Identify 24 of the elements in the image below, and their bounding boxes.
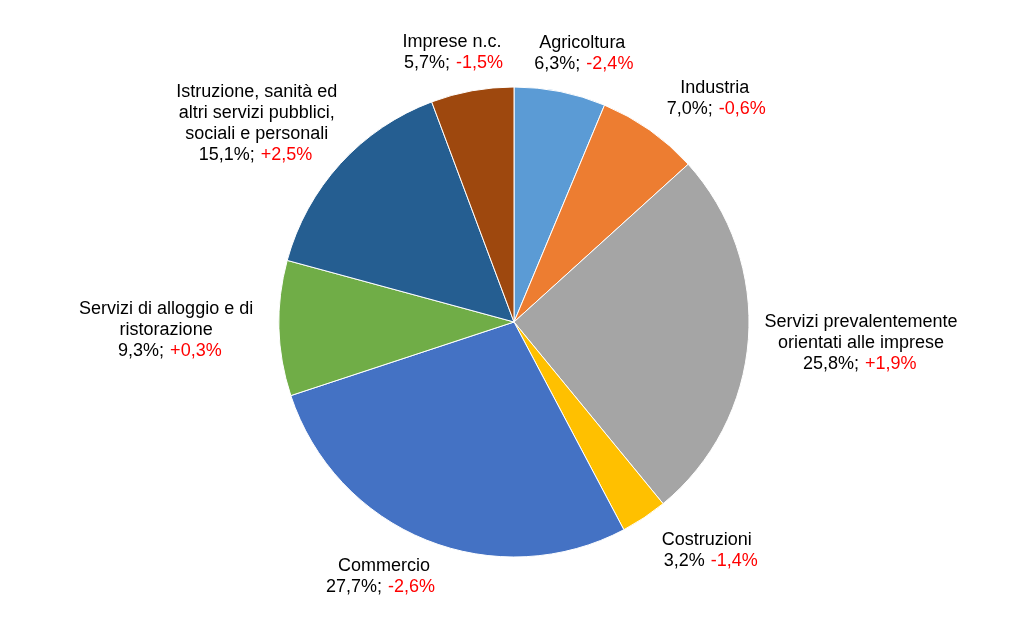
data-label: 6,3%; xyxy=(534,52,581,73)
data-label: 27,7%; xyxy=(325,575,382,596)
data-label: 25,8%; xyxy=(803,352,860,373)
slice-label: Imprese n.c. xyxy=(402,30,502,51)
text: -1,4% xyxy=(710,549,758,570)
text: +2,5% xyxy=(260,143,313,164)
text: -0,6% xyxy=(718,97,766,118)
data-label: 3,2% xyxy=(663,549,705,570)
slice-label: Industria xyxy=(680,76,751,97)
slice-label: Commercio xyxy=(337,554,430,575)
data-label: 7,0%; xyxy=(666,97,713,118)
slice-label: Agricoltura xyxy=(539,31,627,52)
data-label: 15,1%; xyxy=(198,143,255,164)
slice-label: Servizi di alloggio e di ristorazione xyxy=(79,297,254,339)
slice-label: Costruzioni xyxy=(661,528,752,549)
slice-label: Servizi prevalentemente orientati alle imprese xyxy=(764,310,958,352)
text: -2,6% xyxy=(387,575,436,596)
slice-label: Istruzione, sanità ed altri servizi pubblici, sociali e personali xyxy=(176,80,338,143)
text: +0,3% xyxy=(170,339,222,360)
text: -2,4% xyxy=(586,52,634,73)
text: -1,5% xyxy=(456,51,504,72)
data-label: 9,3%; xyxy=(118,339,165,360)
data-label: 5,7%; xyxy=(404,51,451,72)
text: +1,9% xyxy=(865,352,917,373)
